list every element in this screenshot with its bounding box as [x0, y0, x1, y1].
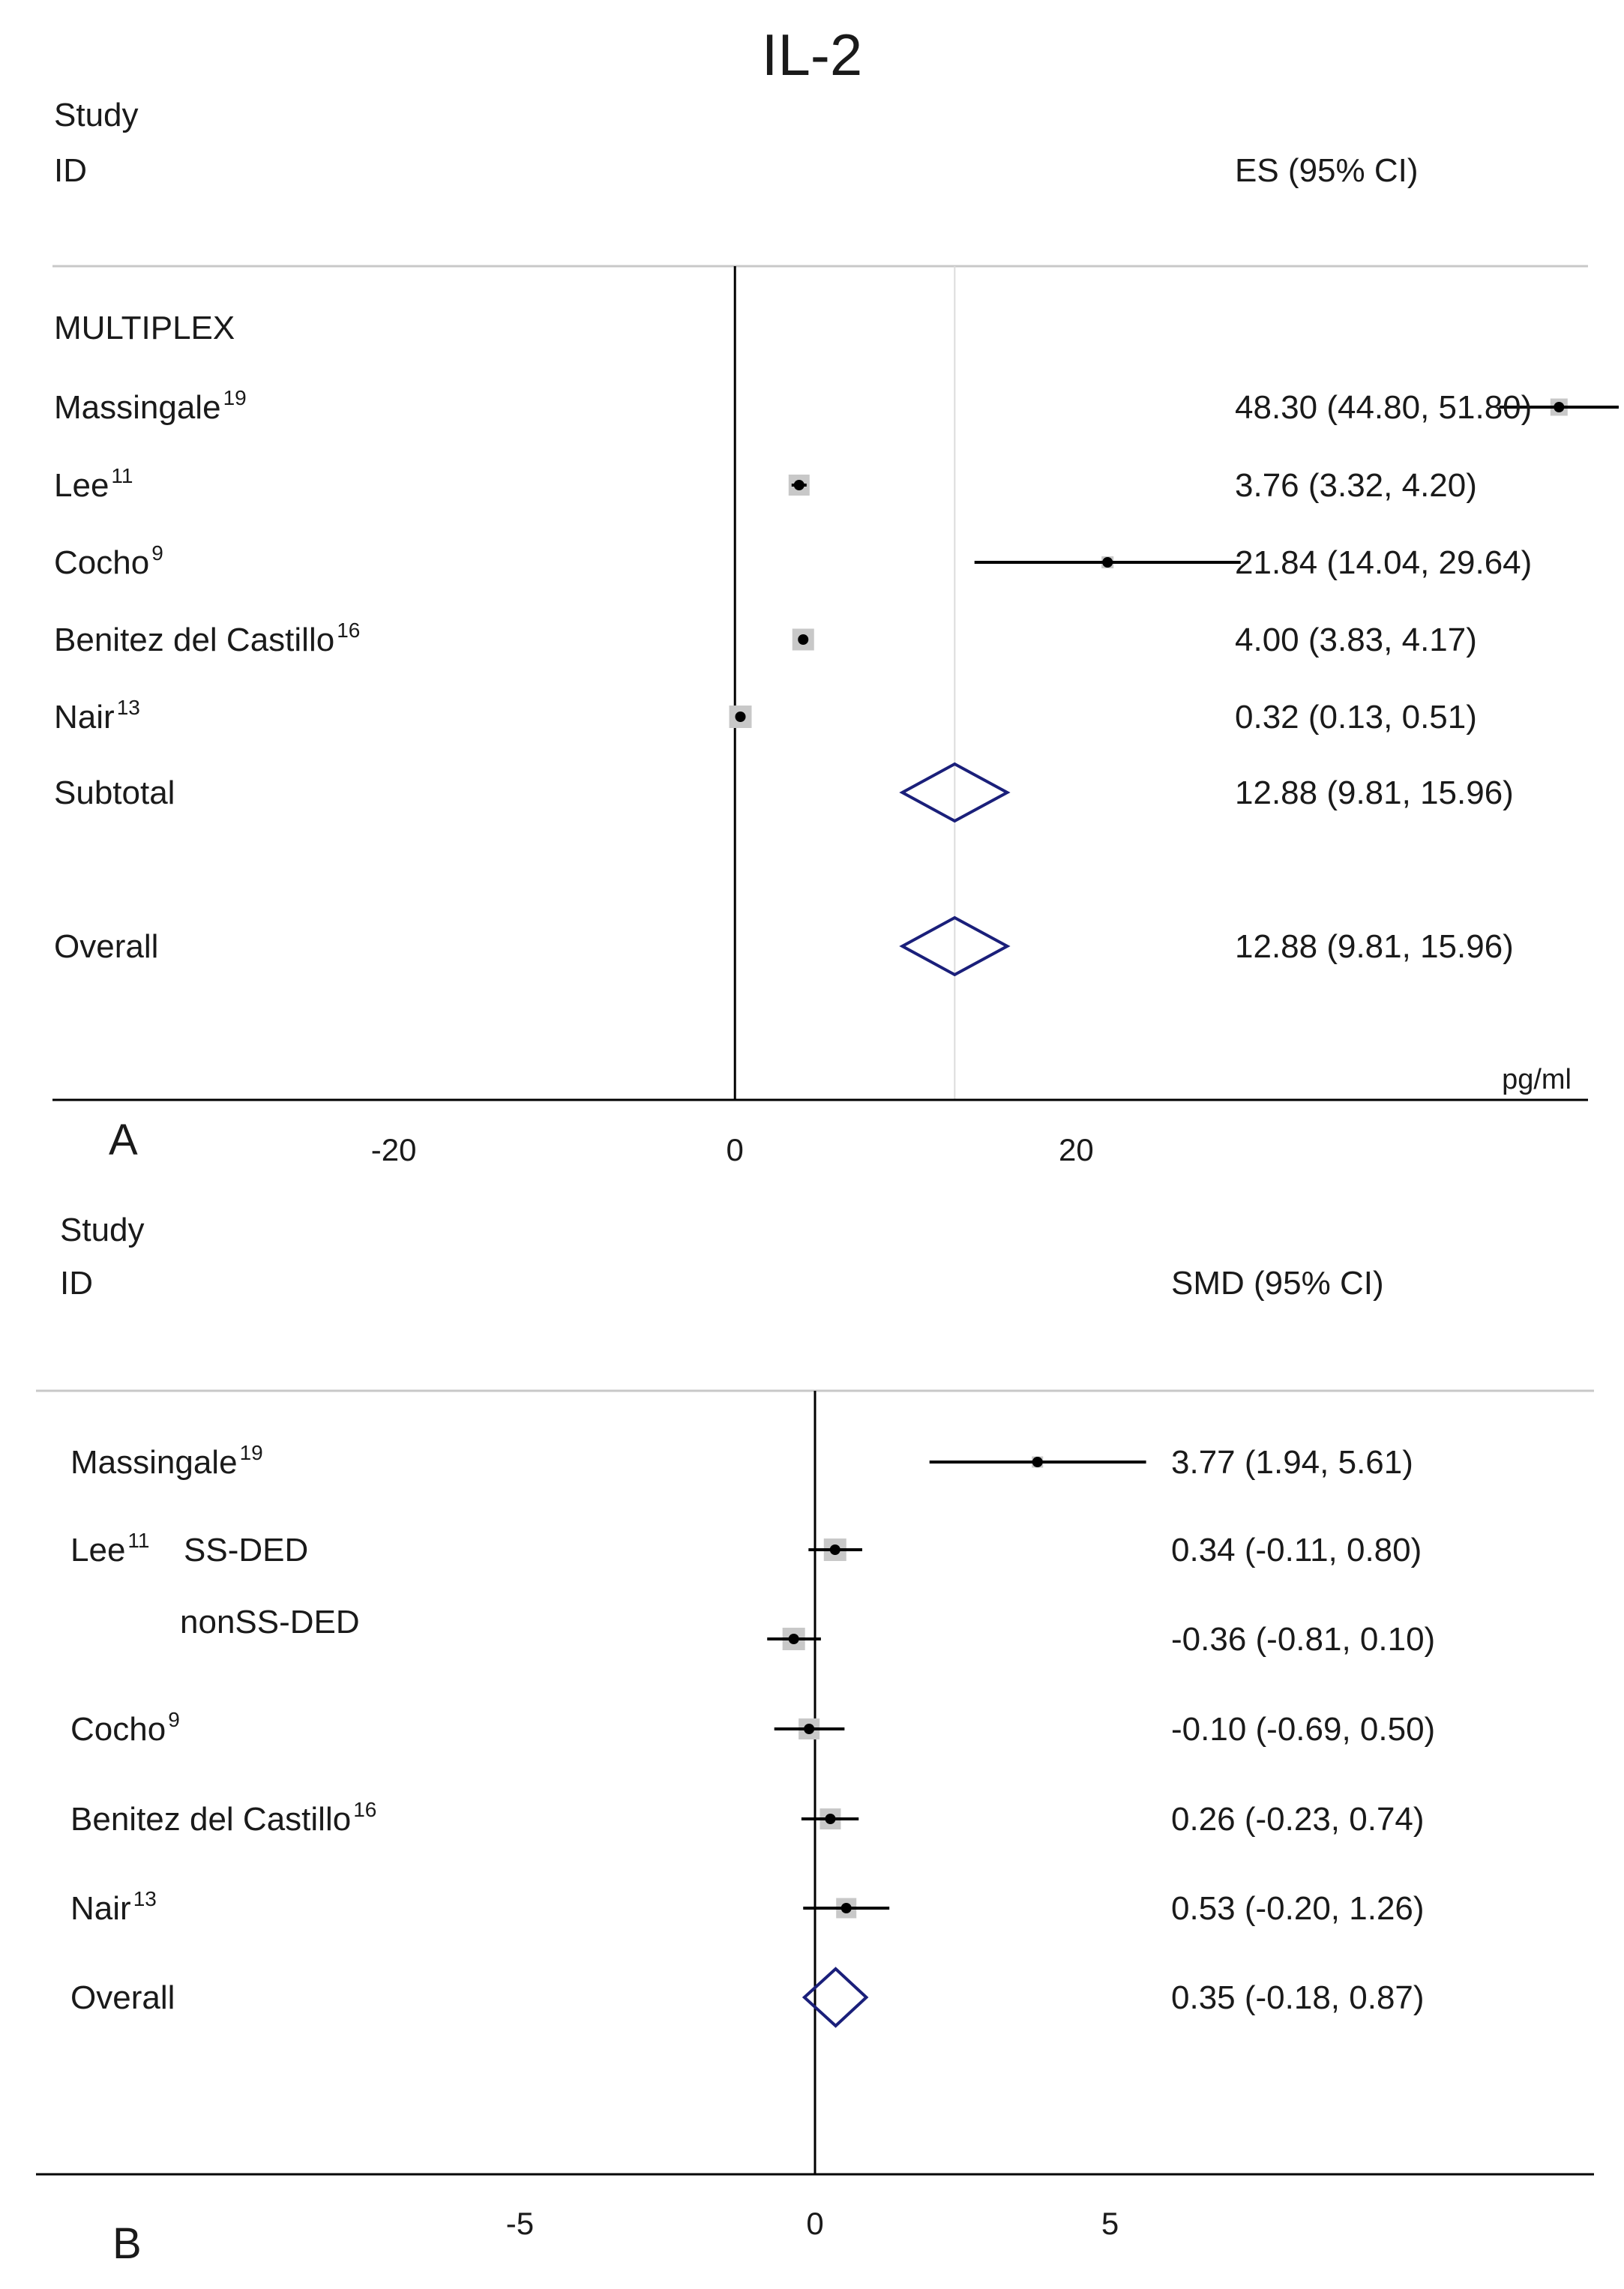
study-label: Nair 13 [54, 696, 140, 736]
study-label: Massingale 19 [70, 1441, 263, 1481]
ci-text-2: 21.84 (14.04, 29.64) [1235, 544, 1532, 581]
study-label: Lee 11 SS-DED [70, 1529, 308, 1568]
ci-text-4: 0.26 (-0.23, 0.74) [1171, 1801, 1425, 1838]
study-name: Lee 11 [54, 464, 133, 504]
study-name: Cocho 9 [54, 541, 163, 581]
subtotal-diamond [899, 762, 1011, 823]
overall-label: Overall [70, 1979, 175, 2016]
group-label: MULTIPLEX [54, 310, 235, 346]
point-estimate-0 [1554, 402, 1565, 412]
point-estimate-5 [840, 1903, 852, 1913]
overall-ci-text: 0.35 (-0.18, 0.87) [1171, 1979, 1425, 2016]
x-tick-label: 0 [727, 1132, 744, 1167]
header-id: ID [60, 1265, 93, 1302]
point-estimate-4 [735, 712, 746, 722]
ci-text-2: -0.36 (-0.81, 0.10) [1171, 1621, 1435, 1658]
header-es: ES (95% CI) [1235, 152, 1419, 189]
study-name: Lee 11 [70, 1529, 150, 1568]
panel-label-b: B [112, 2219, 142, 2268]
ci-text-3: 4.00 (3.83, 4.17) [1235, 622, 1477, 658]
study-label: Nair 13 [70, 1887, 157, 1927]
study-name: Massingale 19 [54, 386, 247, 426]
study-label: Benitez del Castillo 16 [54, 619, 360, 658]
x-tick-label: 20 [1059, 1132, 1094, 1167]
subtotal-ci-text: 12.88 (9.81, 15.96) [1235, 774, 1514, 811]
ci-text-4: 0.32 (0.13, 0.51) [1235, 699, 1477, 736]
study-label: Benitez del Castillo 16 [70, 1798, 376, 1838]
study-name: Benitez del Castillo 16 [54, 619, 360, 658]
point-estimate-2 [788, 1634, 799, 1644]
figure-title: IL-2 [762, 22, 862, 88]
study-label: Cocho 9 [70, 1708, 180, 1748]
point-estimate-2 [1102, 557, 1113, 568]
study-label: nonSS-DED [180, 1604, 360, 1640]
ci-text-0: 48.30 (44.80, 51.80) [1235, 389, 1532, 426]
x-tick-label: -5 [506, 2206, 534, 2241]
study-label: Cocho 9 [54, 541, 163, 581]
header-study: Study [54, 97, 139, 133]
overall-ci-text: 12.88 (9.81, 15.96) [1235, 928, 1514, 965]
point-estimate-3 [804, 1724, 815, 1734]
study-label: Lee 11 [54, 464, 133, 504]
panel-b: Study ID SMD (95% CI) Massingale 19 3.77 (1.9… [36, 1212, 1594, 2268]
ci-text-0: 3.77 (1.94, 5.61) [1171, 1444, 1413, 1481]
ci-text-1: 0.34 (-0.11, 0.80) [1171, 1532, 1422, 1568]
panel-a: Study ID ES (95% CI) MULTIPLEX Massingale 19 4… [52, 97, 1619, 1167]
point-estimate-3 [798, 634, 809, 645]
ci-text-1: 3.76 (3.32, 4.20) [1235, 467, 1477, 504]
study-name: Massingale 19 [70, 1441, 263, 1481]
subtotal-label: Subtotal [54, 774, 175, 811]
overall-diamond [899, 915, 1011, 977]
study-name: Cocho 9 [70, 1708, 180, 1748]
study-name: Benitez del Castillo 16 [70, 1798, 376, 1838]
panel-label-a: A [109, 1116, 138, 1164]
overall-diamond [802, 1967, 869, 2028]
study-label: Massingale 19 [54, 386, 247, 426]
point-estimate-0 [1032, 1457, 1043, 1467]
x-tick-label: 0 [806, 2206, 823, 2241]
ci-text-5: 0.53 (-0.20, 1.26) [1171, 1890, 1425, 1927]
point-estimate-1 [829, 1544, 840, 1555]
x-tick-label: 5 [1101, 2206, 1119, 2241]
header-study: Study [60, 1212, 145, 1248]
header-smd: SMD (95% CI) [1171, 1265, 1384, 1302]
point-estimate-1 [793, 480, 805, 490]
study-subgroup: nonSS-DED [180, 1604, 360, 1640]
header-id: ID [54, 152, 87, 189]
overall-label: Overall [54, 928, 158, 965]
study-name: Nair 13 [54, 696, 140, 736]
x-tick-label: -20 [371, 1132, 417, 1167]
study-subgroup: SS-DED [184, 1532, 308, 1568]
point-estimate-4 [825, 1814, 836, 1824]
study-name: Nair 13 [70, 1887, 157, 1927]
axis-unit: pg/ml [1502, 1064, 1572, 1095]
ci-text-3: -0.10 (-0.69, 0.50) [1171, 1711, 1435, 1748]
